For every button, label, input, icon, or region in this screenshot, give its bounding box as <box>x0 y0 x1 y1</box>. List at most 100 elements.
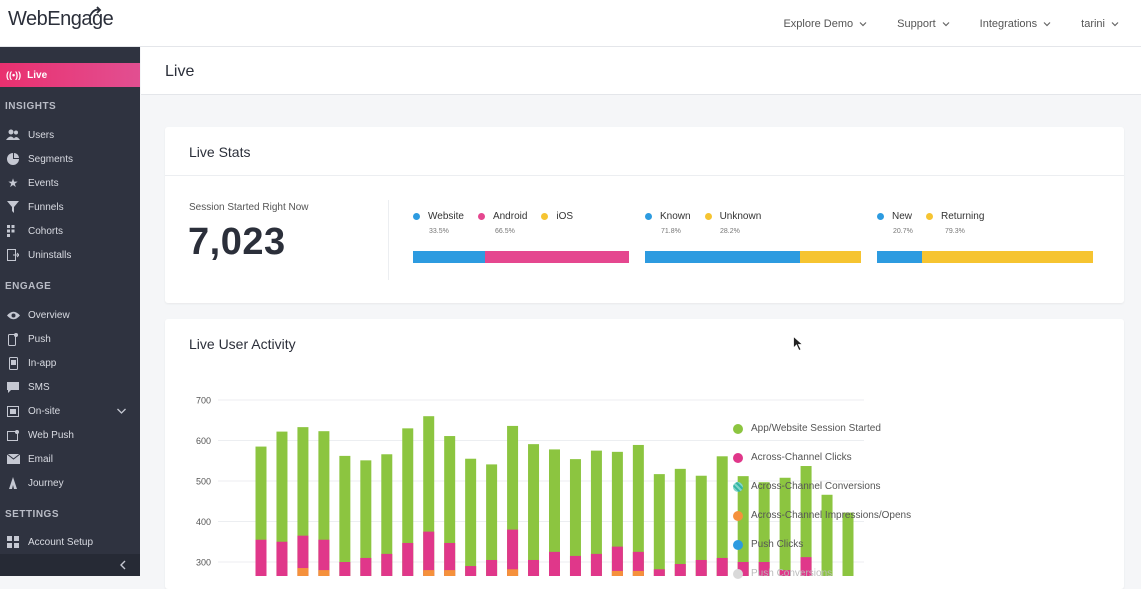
bar-channel-clicks[interactable] <box>255 539 267 576</box>
bar-channel-clicks[interactable] <box>800 557 812 576</box>
sidebar-item-in-app[interactable]: In-app <box>0 352 140 374</box>
bar-session-started[interactable] <box>653 474 665 576</box>
sidebar-item-segments[interactable]: Segments <box>0 148 140 170</box>
bar-session-started[interactable] <box>737 476 749 576</box>
legend-label: Across-Channel Impressions/Opens <box>751 510 912 521</box>
bar-session-started[interactable] <box>632 444 644 576</box>
users-icon <box>6 128 20 142</box>
bar-channel-clicks[interactable] <box>297 535 309 576</box>
bar-impressions-opens[interactable] <box>611 570 623 576</box>
bar-channel-clicks[interactable] <box>486 559 498 576</box>
bar-session-started[interactable] <box>800 466 812 576</box>
user-menu[interactable]: tarini <box>1081 18 1119 30</box>
bar-channel-clicks[interactable] <box>423 531 435 576</box>
bar-session-started[interactable] <box>779 477 791 576</box>
bar-channel-clicks[interactable] <box>716 557 728 576</box>
sidebar-item-overview[interactable]: Overview <box>0 304 140 326</box>
bar-channel-clicks[interactable] <box>339 562 351 576</box>
bar-channel-clicks[interactable] <box>528 559 540 576</box>
bar-session-started[interactable] <box>402 428 414 576</box>
live-stats-title: Live Stats <box>189 144 251 160</box>
bar-channel-clicks[interactable] <box>779 570 791 576</box>
support-menu[interactable]: Support <box>897 18 950 30</box>
bar-channel-clicks[interactable] <box>590 553 602 576</box>
legend-dot <box>645 213 652 220</box>
bar-session-started[interactable] <box>423 416 435 576</box>
bar-channel-clicks[interactable] <box>758 562 770 576</box>
bar-channel-clicks[interactable] <box>381 553 393 576</box>
bar-channel-clicks[interactable] <box>318 539 330 576</box>
chart-legend-item[interactable]: Across-Channel Clicks <box>733 443 911 472</box>
sidebar-item-live[interactable]: ((•)) Live <box>0 63 140 87</box>
bar-impressions-opens[interactable] <box>507 569 519 576</box>
chart-legend-item[interactable]: App/Website Session Started <box>733 414 911 443</box>
bar-session-started[interactable] <box>276 431 288 576</box>
bar-channel-clicks[interactable] <box>444 542 456 576</box>
bar-channel-clicks[interactable] <box>569 555 581 576</box>
bar-session-started[interactable] <box>297 427 309 576</box>
bar-channel-clicks[interactable] <box>695 559 707 576</box>
bar-impressions-opens[interactable] <box>318 570 330 576</box>
bar-impressions-opens[interactable] <box>297 568 309 576</box>
chart-legend-item[interactable]: Across-Channel Impressions/Opens <box>733 501 911 530</box>
bar-session-started[interactable] <box>339 455 351 576</box>
bar-session-started[interactable] <box>381 454 393 576</box>
sidebar-item-label: On-site <box>28 405 61 417</box>
bar-session-started[interactable] <box>716 456 728 576</box>
bar-session-started[interactable] <box>507 425 519 576</box>
sidebar-item-account-setup[interactable]: Account Setup <box>0 531 140 553</box>
bar-channel-clicks[interactable] <box>632 551 644 576</box>
sidebar-item-email[interactable]: Email <box>0 448 140 470</box>
bar-channel-clicks[interactable] <box>276 541 288 576</box>
bar-session-started[interactable] <box>758 482 770 576</box>
bar-channel-clicks[interactable] <box>549 551 560 576</box>
bar-session-started[interactable] <box>465 458 477 576</box>
bar-session-started[interactable] <box>360 460 372 576</box>
sidebar-item-push[interactable]: Push <box>0 328 140 350</box>
sidebar-item-uninstalls[interactable]: Uninstalls <box>0 244 140 266</box>
sidebar-item-users[interactable]: Users <box>0 124 140 146</box>
chevron-down-icon[interactable] <box>117 407 126 415</box>
sidebar-item-journey[interactable]: Journey <box>0 472 140 494</box>
sidebar-item-web-push[interactable]: Web Push <box>0 424 140 446</box>
bar-channel-clicks[interactable] <box>507 529 519 576</box>
bar-session-started[interactable] <box>695 475 707 576</box>
section-title-insights: INSIGHTS <box>5 101 57 112</box>
bar-session-started[interactable] <box>842 512 854 576</box>
bar-session-started[interactable] <box>528 444 540 576</box>
bar-session-started[interactable] <box>549 449 560 576</box>
bar-channel-clicks[interactable] <box>674 564 686 576</box>
chevron-left-icon[interactable] <box>120 560 126 570</box>
integrations-menu[interactable]: Integrations <box>980 18 1051 30</box>
bar-session-started[interactable] <box>486 464 498 576</box>
bar-session-started[interactable] <box>444 436 456 576</box>
legend-label: iOS <box>556 211 574 222</box>
chart-legend-item[interactable]: Push Conversions <box>733 559 911 588</box>
bar-impressions-opens[interactable] <box>444 570 456 576</box>
bar-channel-clicks[interactable] <box>611 546 623 576</box>
bar-session-started[interactable] <box>821 494 833 576</box>
sidebar-item-cohorts[interactable]: Cohorts <box>0 220 140 242</box>
sidebar-item-funnels[interactable]: Funnels <box>0 196 140 218</box>
chart-legend-item[interactable]: Push Clicks <box>733 530 911 559</box>
bar-session-started[interactable] <box>674 468 686 576</box>
bar-channel-clicks[interactable] <box>360 557 372 576</box>
bar-session-started[interactable] <box>569 459 581 576</box>
bar-session-started[interactable] <box>611 451 623 576</box>
chart-legend-item[interactable]: Across-Channel Conversions <box>733 472 911 501</box>
sidebar-item-on-site[interactable]: On-site <box>0 400 140 422</box>
bar-impressions-opens[interactable] <box>632 570 644 576</box>
webengage-logo[interactable]: WebEngage <box>8 8 114 30</box>
sidebar-item-sms[interactable]: SMS <box>0 376 140 398</box>
sidebar-item-events[interactable]: ★ Events <box>0 172 140 194</box>
bar-channel-clicks[interactable] <box>402 542 414 576</box>
bar-channel-clicks[interactable] <box>737 562 749 576</box>
explore-demo-menu[interactable]: Explore Demo <box>783 18 867 30</box>
live-stats-card: Live Stats <box>165 127 1124 303</box>
bar-impressions-opens[interactable] <box>423 570 435 576</box>
bar-channel-clicks[interactable] <box>465 566 477 576</box>
bar-session-started[interactable] <box>590 450 602 576</box>
bar-channel-clicks[interactable] <box>653 569 665 576</box>
bar-session-started[interactable] <box>255 446 267 576</box>
bar-session-started[interactable] <box>318 431 330 576</box>
